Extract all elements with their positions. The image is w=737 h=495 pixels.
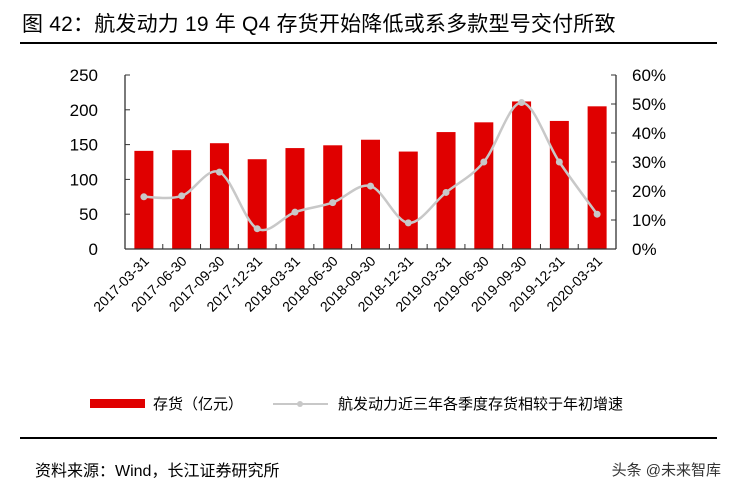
line-point [593,210,601,218]
line-point [215,168,223,176]
bar [549,120,569,249]
line-point [140,193,148,201]
svg-text:10%: 10% [632,211,666,230]
bar [172,150,192,249]
line-point [291,208,299,216]
legend-line-label: 航发动力近三年各季度存货相较于年初增速 [338,396,624,413]
line-point [404,219,412,227]
svg-text:40%: 40% [632,124,666,143]
legend-bar-swatch [90,399,145,408]
chart-title: 图 42：航发动力 19 年 Q4 存货开始降低或系多款型号交付所致 [22,13,616,36]
legend-bar-label: 存货（亿元） [153,396,244,413]
svg-text:20%: 20% [632,182,666,201]
bar [587,106,607,249]
bar [285,148,305,249]
line-point [253,225,261,233]
svg-text:100: 100 [70,170,98,189]
line-point [518,99,526,107]
svg-text:50: 50 [79,205,98,224]
footer-divider [20,437,717,439]
chart-plot: 0501001502002500%10%20%30%40%50%60%2017-… [70,66,666,315]
watermark: 头条 @未来智库 [611,462,721,479]
bar [323,145,343,249]
line-point [555,158,563,166]
line-point [329,199,337,207]
svg-text:60%: 60% [632,66,666,85]
title-divider [20,42,717,44]
svg-text:250: 250 [70,66,98,85]
chart-legend: 存货（亿元） 航发动力近三年各季度存货相较于年初增速 [90,393,623,414]
svg-text:0%: 0% [632,240,657,259]
bar [474,122,494,249]
svg-text:30%: 30% [632,153,666,172]
line-point [442,188,450,196]
line-point [178,192,186,200]
bar [361,139,380,249]
svg-text:0: 0 [89,240,98,259]
bar [247,159,267,249]
svg-text:50%: 50% [632,95,666,114]
legend-line-swatch [273,400,329,407]
source-note: 资料来源：Wind，长江证券研究所 [35,463,280,480]
bar [398,151,418,249]
line-point [367,182,374,190]
svg-text:150: 150 [70,136,98,155]
bar [209,143,229,249]
svg-text:200: 200 [70,101,98,120]
line-point [480,158,488,166]
bar [512,101,532,249]
